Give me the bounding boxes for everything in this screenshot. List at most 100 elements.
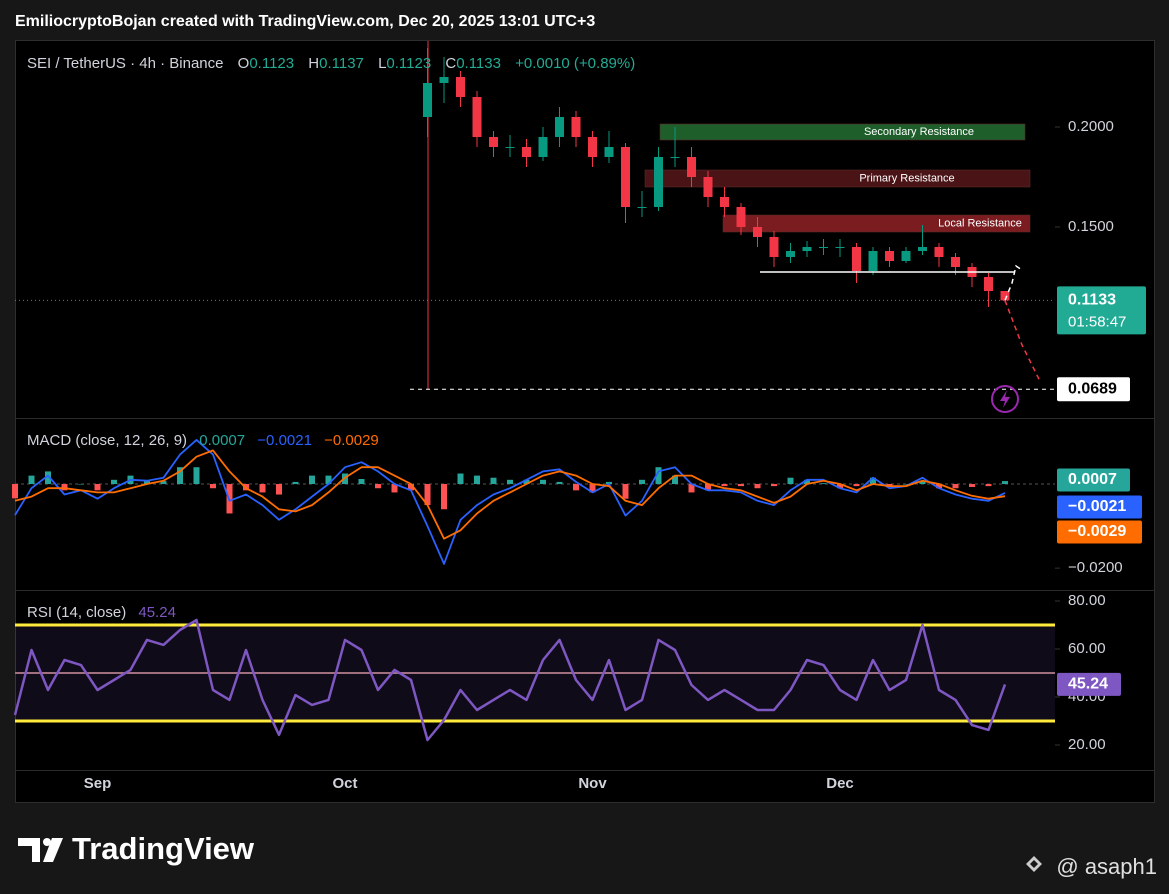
- candle-body: [1000, 291, 1010, 301]
- candle-body: [835, 247, 845, 248]
- histogram-bar: [705, 484, 711, 491]
- histogram-bar: [639, 479, 645, 485]
- histogram-bar: [441, 484, 447, 510]
- histogram-bar: [952, 484, 959, 489]
- handle: @ asaph1: [1056, 854, 1157, 879]
- histogram-bar: [408, 484, 414, 491]
- candle-body: [472, 97, 482, 137]
- series-last-box: [1057, 495, 1142, 519]
- histogram-bar: [721, 484, 728, 487]
- histogram-bar: [474, 475, 480, 485]
- x-tick-label: Oct: [332, 775, 357, 792]
- candle-body: [423, 83, 432, 117]
- histogram-bar: [919, 481, 926, 485]
- histogram-bar: [276, 484, 282, 495]
- histogram-bar: [259, 484, 266, 493]
- projection-up: [1004, 264, 1023, 301]
- ohlc-value: 0.1133: [456, 55, 501, 72]
- x-tick-label: Dec: [826, 775, 854, 792]
- last-price-box: [1057, 286, 1146, 335]
- macd-title: MACD (close, 12, 26, 9): [27, 432, 187, 449]
- target-label: 0.0689: [1068, 380, 1117, 397]
- candle-body: [670, 157, 680, 158]
- symbol: SEI / TetherUS · 4h · Binance: [27, 55, 224, 72]
- candle-body: [934, 247, 944, 257]
- histogram-bar: [358, 478, 365, 485]
- histogram-bar: [111, 479, 117, 485]
- candle-body: [538, 137, 548, 157]
- candle-body: [456, 77, 465, 97]
- projection-down: [1004, 300, 1041, 382]
- histogram-bar: [391, 484, 398, 493]
- histogram-bar: [490, 477, 497, 485]
- ohlc-key: O: [238, 55, 250, 72]
- candle-body: [786, 251, 795, 257]
- y-tick-label: 0.2000: [1068, 118, 1114, 135]
- line: [14, 439, 1006, 565]
- histogram-bar: [78, 484, 84, 485]
- last-price: 0.1133: [1068, 292, 1116, 309]
- line: [14, 449, 1006, 540]
- candle-body: [703, 177, 713, 197]
- histogram-bar: [853, 484, 860, 487]
- brand-logo: [18, 838, 63, 862]
- zone-label: Primary Resistance: [859, 172, 954, 184]
- ohlc-key: H: [308, 55, 319, 72]
- candle-body: [654, 157, 663, 207]
- hist-last: 0.0007: [1068, 471, 1117, 488]
- brand: TradingView: [72, 831, 255, 866]
- ohlc-value: 0.1137: [319, 55, 364, 72]
- histogram-bar: [573, 484, 579, 491]
- histogram-bar: [589, 484, 596, 493]
- x-tick-label: Nov: [578, 775, 607, 792]
- histogram-bar: [523, 479, 530, 485]
- candle-body: [555, 117, 564, 137]
- histogram-bar: [804, 479, 810, 485]
- countdown: 01:58:47: [1068, 313, 1126, 330]
- histogram-bar: [969, 484, 975, 487]
- candle-body: [885, 251, 894, 261]
- macd-hist-value: 0.0007: [199, 432, 245, 449]
- histogram-bar: [540, 479, 546, 485]
- histogram-bar: [622, 484, 629, 499]
- candle-body: [522, 147, 531, 157]
- ohlc-value: 0.1123: [386, 55, 431, 72]
- histogram-bar: [688, 484, 695, 493]
- candle-body: [852, 247, 861, 271]
- histogram-bar: [771, 484, 777, 487]
- resistance-zone: [644, 169, 1031, 188]
- histogram-bar: [309, 475, 315, 485]
- candle-body: [687, 157, 696, 177]
- candle-body: [819, 247, 828, 248]
- y-tick-label: 80.00: [1068, 592, 1106, 609]
- candle-body: [637, 207, 647, 208]
- histogram-bar: [655, 467, 662, 485]
- ohlc-key: C: [445, 55, 456, 72]
- candle-body: [489, 137, 498, 147]
- target-label-box: [1057, 377, 1130, 402]
- hist-last-box: [1057, 468, 1130, 492]
- y-tick-label: 0.1500: [1068, 218, 1114, 235]
- zone-label: Secondary Resistance: [864, 126, 974, 138]
- histogram-bar: [375, 484, 381, 489]
- logo-dot: [43, 838, 51, 846]
- candle-body: [588, 137, 597, 157]
- histogram-bar: [457, 473, 464, 485]
- candle-body: [720, 197, 729, 207]
- histogram-bar: [870, 477, 876, 485]
- y-tick-label: 20.00: [1068, 736, 1106, 753]
- price-legend: SEI / TetherUS · 4h · Binance O0.1123 H0…: [27, 55, 635, 72]
- histogram-bar: [177, 467, 183, 485]
- histogram-bar: [886, 484, 893, 487]
- line: [13, 618, 1007, 742]
- alert-bolt: [1000, 390, 1010, 408]
- histogram-bar: [787, 477, 794, 485]
- histogram-bar: [45, 471, 51, 485]
- candle-body: [621, 147, 630, 207]
- series-last-box: [1057, 520, 1142, 544]
- histogram-bar: [672, 475, 678, 485]
- y-tick-label: 60.00: [1068, 640, 1106, 657]
- rsi-value: 45.24: [138, 604, 176, 621]
- histogram-bar: [28, 475, 35, 485]
